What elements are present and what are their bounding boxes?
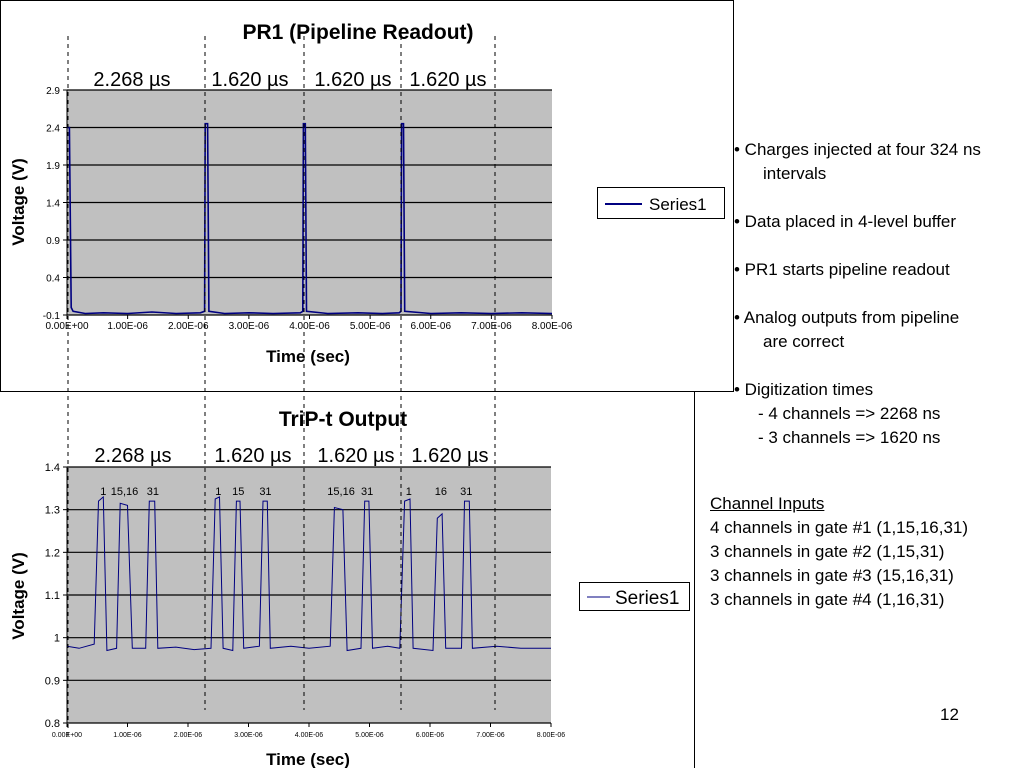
y-tick-label: 0.9: [46, 236, 60, 247]
y-tick-label: 0.9: [45, 675, 60, 687]
note-text: • PR1 starts pipeline readout: [734, 260, 950, 279]
interval-label: 1.620 µs: [411, 445, 488, 467]
x-axis-title: Time (sec): [266, 750, 350, 768]
x-tick-label: 6.00E-06: [410, 321, 451, 332]
interval-label: 2.268 µs: [93, 69, 170, 91]
y-tick-label: 1.2: [45, 547, 60, 559]
x-tick-label: 0.00E+00: [45, 321, 89, 332]
channel-annotation: 1: [100, 486, 106, 498]
channel-annotation: 31: [361, 486, 373, 498]
note-text: - 4 channels => 2268 ns: [758, 404, 941, 423]
notes-panel: • Charges injected at four 324 ns interv…: [734, 138, 1024, 474]
y-tick-label: 0.8: [45, 718, 60, 730]
x-tick-label: 5.00E-06: [350, 321, 391, 332]
series-line: [66, 495, 551, 652]
y-tick-label: 1.9: [46, 161, 60, 172]
y-tick-label: 2.4: [46, 124, 60, 135]
interval-label: 2.268 µs: [94, 445, 171, 467]
x-tick-label: 3.00E-06: [229, 321, 270, 332]
page-number: 12: [940, 705, 959, 724]
note-text: • Analog outputs from pipeline: [734, 308, 960, 327]
x-tick-label: 6.00E-06: [416, 732, 445, 739]
channel-annotation: 31: [147, 486, 159, 498]
x-axis-title: Time (sec): [266, 347, 350, 366]
channel-annotation: 31: [460, 486, 472, 498]
interval-label: 1.620 µs: [317, 445, 394, 467]
channel-inputs-heading: Channel Inputs: [710, 494, 825, 513]
channel-annotation: 15,16: [327, 486, 355, 498]
pr1-chart: PR1 (Pipeline Readout) Voltage (V) Time …: [9, 21, 725, 366]
x-tick-label: 2.00E-06: [168, 321, 209, 332]
x-tick-label: 8.00E-06: [532, 321, 573, 332]
chart-title: PR1 (Pipeline Readout): [242, 21, 473, 44]
channel-annotation: 1: [406, 486, 412, 498]
x-tick-label: 7.00E-06: [476, 732, 505, 739]
x-tick-label: 3.00E-06: [234, 732, 263, 739]
note-text: are correct: [763, 332, 845, 351]
chart-title: TriP-t Output: [279, 408, 407, 431]
y-tick-label: 1.1: [45, 590, 60, 602]
interval-label: 1.620 µs: [211, 69, 288, 91]
channel-input-line: 4 channels in gate #1 (1,15,16,31): [710, 518, 969, 537]
tript-chart: TriP-t Output Voltage (V) Time (sec) 1.4…: [9, 408, 690, 768]
y-axis-title: Voltage (V): [9, 158, 28, 246]
note-text: • Digitization times: [734, 380, 874, 399]
channel-annotation: 16: [435, 486, 447, 498]
note-text: • Data placed in 4-level buffer: [734, 212, 957, 231]
channel-annotation: 15,16: [111, 486, 139, 498]
x-tick-label: 4.00E-06: [289, 321, 330, 332]
channel-annotation: 31: [259, 486, 271, 498]
series-line: [67, 122, 553, 315]
legend-label: Series1: [615, 588, 679, 609]
x-tick-label: 4.00E-06: [295, 732, 324, 739]
channel-annotation: 1: [215, 486, 221, 498]
interval-label: 1.620 µs: [409, 69, 486, 91]
channel-input-line: 3 channels in gate #3 (15,16,31): [710, 566, 954, 585]
note-text: • Charges injected at four 324 ns: [734, 140, 981, 159]
y-tick-label: 1.3: [45, 505, 60, 517]
interval-label: 1.620 µs: [214, 445, 291, 467]
note-text: - 3 channels => 1620 ns: [758, 428, 941, 447]
y-tick-label: 0.4: [46, 274, 60, 285]
x-tick-label: 1.00E-06: [107, 321, 148, 332]
y-tick-label: -0.1: [43, 311, 61, 322]
legend-label: Series1: [649, 195, 707, 214]
note-text: intervals: [763, 164, 827, 183]
x-tick-label: 0.00E+00: [52, 732, 82, 739]
channel-annotation: 15: [232, 486, 244, 498]
channel-input-line: 3 channels in gate #2 (1,15,31): [710, 542, 945, 561]
y-tick-label: 1: [54, 633, 60, 645]
x-tick-label: 1.00E-06: [113, 732, 142, 739]
x-tick-label: 7.00E-06: [471, 321, 512, 332]
x-tick-label: 2.00E-06: [174, 732, 203, 739]
y-axis-title: Voltage (V): [9, 552, 28, 640]
digitization-markers: [67, 36, 496, 740]
interval-label: 1.620 µs: [314, 69, 391, 91]
y-tick-label: 1.4: [46, 199, 60, 210]
channel-input-line: 3 channels in gate #4 (1,16,31): [710, 590, 945, 609]
x-tick-label: 8.00E-06: [537, 732, 566, 739]
y-tick-label: 2.9: [46, 86, 60, 97]
channel-inputs-panel: Channel Inputs 4 channels in gate #1 (1,…: [710, 492, 1024, 612]
x-tick-label: 5.00E-06: [355, 732, 384, 739]
y-tick-label: 1.4: [45, 462, 60, 474]
